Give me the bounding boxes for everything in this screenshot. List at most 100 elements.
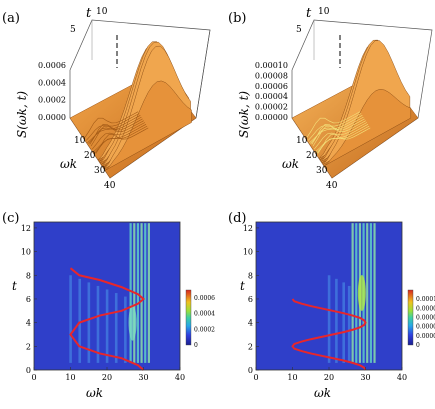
w-tick-label: 30 [94,166,106,176]
surface-bump [306,111,361,138]
panel-a-w-label: ωk [60,157,77,171]
panel-b-t-tick: 5 [296,25,302,35]
y-tick-label: 12 [21,224,31,233]
z-tick-label: 0.00006 [255,82,288,91]
colorbar-tick-label: 0.00002 [416,333,435,340]
z-tick-label: 0.0000 [38,113,66,122]
panel-b-w-ticks: 10 20 30 40 [296,136,338,191]
panel-a-w-ticks: 10 20 30 40 [74,136,116,191]
panel-c-label: (c) [2,211,19,226]
z-tick-label: 0.00004 [255,92,288,101]
panel-d-ylabel: t [240,279,245,293]
z-tick-label: 0.0004 [38,78,66,87]
surface-bump [90,120,144,147]
density-ridge [147,223,150,363]
surface-bump [312,120,366,147]
panel-a-ridges [84,41,192,171]
surface-bump [85,113,140,141]
z-tick-label: 0.0006 [38,61,66,70]
colorbar-tick-label: 0 [416,342,420,349]
y-tick-label: 8 [248,271,253,280]
z-tick-label: 0.0002 [38,96,66,105]
panel-b-z-label: S(ωk, t) [237,91,251,138]
panel-a-t-tick: 10 [96,7,108,17]
density-hotspot [357,275,366,312]
density-ridge [87,282,91,363]
panel-b-label: (b) [228,11,246,26]
panel-a-t-label: t [86,6,92,21]
colorbar-tick-label: 0.00008 [416,305,435,312]
surface-bump [311,118,365,145]
w-tick-label: 20 [84,151,96,161]
density-ridge [335,278,338,363]
surface-bump [84,111,139,138]
panel-c-colorbar [185,289,192,346]
density-ridge [144,223,147,363]
colorbar-tick-label: 0.00010 [416,296,435,303]
panel-b-t-label: t [306,6,312,21]
x-tick-label: 10 [287,373,297,382]
y-tick-label: 8 [26,271,31,280]
panel-c: (c) 0 10 20 30 40 0 2 4 6 8 10 12 t ωk 0 0.0002 0.000… [2,211,215,400]
z-tick-label: 0.00000 [255,113,288,122]
x-tick-label: 0 [253,373,258,382]
density-ridge [69,275,72,363]
y-tick-label: 4 [26,319,31,328]
colorbar-tick-label: 0.00004 [416,324,435,331]
panel-d-xlabel: ωk [314,386,331,400]
y-tick-label: 10 [21,248,31,257]
surface-bump [317,127,371,154]
panel-a: (a) t 5 10 S(ωk, t) 0.00000.00020.00040.… [2,6,211,191]
y-tick-label: 4 [248,319,253,328]
panel-b-ridges [306,39,411,167]
z-tick-label: 0.00010 [255,61,288,70]
y-tick-label: 12 [243,224,253,233]
density-ridge [369,223,372,363]
density-ridge [78,278,82,363]
trajectory-curve [69,267,146,371]
y-tick-label: 10 [243,248,253,257]
colorbar-tick-label: 0.0004 [194,311,215,318]
panel-a-t-tick: 5 [70,25,76,35]
surface-bump [307,113,362,141]
panel-c-ylabel: t [12,279,17,293]
y-tick-label: 0 [248,366,253,375]
x-tick-label: 40 [397,373,407,382]
surface-bump [95,127,149,154]
surface-ridge [323,89,411,167]
panel-a-z-ticks: 0.0000 0.0002 0.0004 0.0006 [38,61,66,122]
w-tick-label: 40 [326,181,338,191]
density-ridge [140,223,143,363]
w-tick-label: 30 [316,166,328,176]
density-ridge [342,282,345,363]
panel-a-z-label: S(ωk, t) [15,91,29,138]
panel-d-label: (d) [228,211,246,226]
density-ridge [136,223,140,363]
surface-ridge [104,80,192,171]
density-ridge [114,293,118,363]
w-tick-label: 10 [74,136,86,146]
y-tick-label: 2 [26,342,31,351]
w-tick-label: 10 [296,136,308,146]
colorbar-tick-label: 0.0002 [194,326,215,333]
x-tick-label: 30 [138,373,148,382]
panel-b-w-label: ωk [282,157,299,171]
y-tick-label: 0 [26,366,31,375]
surface-bump [89,118,143,145]
density-ridge [124,296,127,363]
panel-d-plot: 0 10 20 30 40 0 2 4 6 8 10 12 [243,221,407,382]
x-tick-label: 30 [360,373,370,382]
panel-d-colorbar [407,289,414,346]
colorbar-tick-label: 0.00006 [416,315,435,322]
density-ridge [105,289,109,363]
density-ridge [347,285,351,363]
z-tick-label: 0.00002 [255,103,288,112]
y-tick-label: 6 [26,295,31,304]
density-ridge [327,275,331,363]
panel-b-t-tick: 10 [318,7,330,17]
density-hotspot [128,304,137,341]
